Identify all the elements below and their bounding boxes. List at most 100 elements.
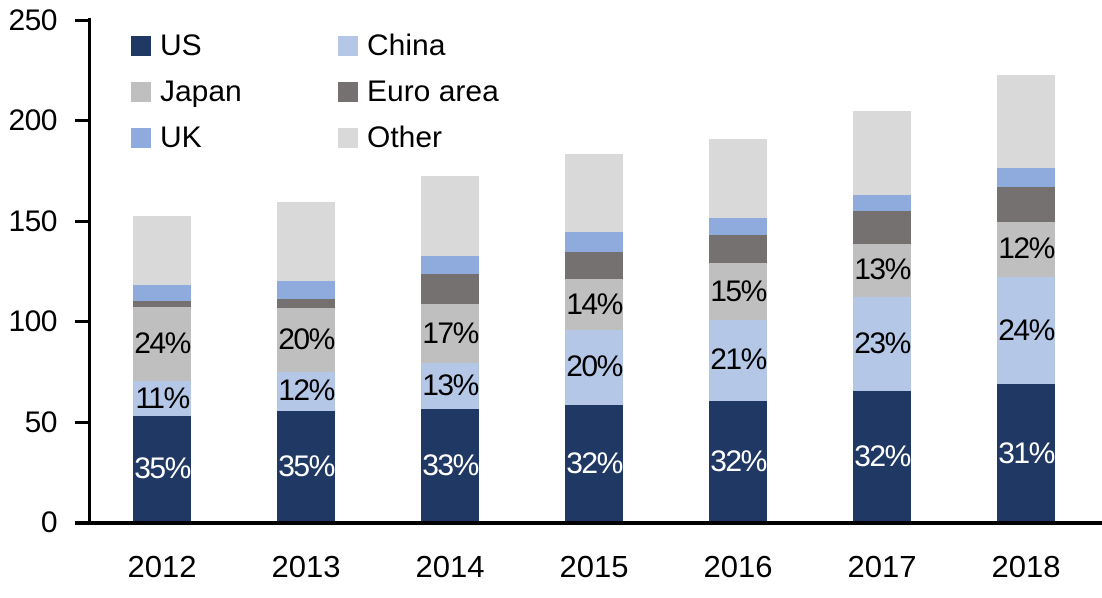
bar-segment-2012-other: [133, 215, 191, 286]
bar-segment-2013-uk: [277, 281, 335, 300]
y-axis-tick: [75, 219, 88, 223]
legend-swatch: [338, 82, 358, 102]
segment-percent-label: 35%: [278, 449, 335, 483]
bar-segment-2018-us: [997, 384, 1055, 523]
segment-percent-label: 14%: [566, 287, 623, 321]
x-axis-label: 2017: [847, 549, 917, 584]
bar-segment-2017-japan: [853, 243, 911, 298]
segment-percent-label: 35%: [134, 452, 191, 486]
x-axis-label: 2012: [127, 549, 197, 584]
y-axis-label: 0: [40, 506, 58, 539]
bar-segment-2012-us: [133, 415, 191, 523]
segment-percent-label: 24%: [998, 313, 1055, 347]
segment-percent-label: 24%: [134, 327, 191, 361]
legend-label: UK: [160, 121, 202, 154]
legend-item-china: China: [338, 31, 445, 61]
legend-item-japan: Japan: [131, 77, 242, 107]
bar-segment-2018-other: [997, 75, 1055, 168]
segment-percent-label: 23%: [854, 327, 911, 361]
bar-segment-2017-us: [853, 391, 911, 523]
bar-segment-2014-us: [421, 408, 479, 523]
bar-segment-2016-other: [709, 139, 767, 218]
bar-segment-2012-euro-area: [133, 301, 191, 308]
y-axis-label: 100: [8, 305, 57, 339]
legend-item-us: US: [131, 31, 202, 61]
legend-label: Euro area: [367, 75, 499, 108]
bar-segment-2012-uk: [133, 285, 191, 302]
legend-swatch: [338, 36, 358, 56]
bar-segment-2018-uk: [997, 167, 1055, 187]
bar-segment-2014-china: [421, 363, 479, 409]
y-axis-label: 250: [8, 4, 57, 37]
x-axis-label: 2016: [703, 549, 773, 584]
bar-segment-2014-uk: [421, 255, 479, 274]
bar-segment-2013-us: [277, 410, 335, 523]
legend-item-euro-area: Euro area: [338, 77, 499, 107]
segment-percent-label: 15%: [710, 274, 767, 308]
segment-percent-label: 32%: [854, 440, 911, 474]
y-axis-label: 150: [8, 204, 57, 238]
bar-segment-2012-china: [133, 381, 191, 416]
bar-segment-2013-euro-area: [277, 299, 335, 309]
bar-segment-2018-china: [997, 277, 1055, 385]
bar-segment-2015-uk: [565, 231, 623, 252]
bar-segment-2016-us: [709, 400, 767, 523]
y-axis-tick: [75, 19, 88, 22]
segment-percent-label: 11%: [135, 381, 190, 415]
bar-segment-2015-us: [565, 404, 623, 523]
bar-segment-2013-other: [277, 201, 335, 282]
segment-percent-label: 12%: [278, 374, 335, 408]
segment-percent-label: 13%: [854, 253, 911, 287]
segment-percent-label: 12%: [998, 232, 1055, 266]
segment-percent-label: 17%: [422, 316, 479, 350]
segment-percent-label: 20%: [566, 350, 623, 384]
bar-segment-2017-uk: [853, 194, 911, 211]
segment-percent-label: 31%: [998, 436, 1055, 470]
legend-swatch: [131, 82, 151, 102]
bar-segment-2017-other: [853, 111, 911, 195]
bar-segment-2017-euro-area: [853, 210, 911, 244]
bar-segment-2014-japan: [421, 304, 479, 364]
segment-percent-label: 33%: [422, 448, 479, 482]
legend-swatch: [338, 128, 358, 148]
legend-swatch: [131, 36, 151, 56]
bar-segment-2015-other: [565, 153, 623, 232]
segment-percent-label: 21%: [710, 343, 767, 377]
legend-item-other: Other: [338, 123, 442, 153]
legend-swatch: [131, 128, 151, 148]
bar-segment-2012-japan: [133, 307, 191, 382]
bar-segment-2016-uk: [709, 217, 767, 235]
y-axis-tick: [75, 119, 88, 123]
y-axis-tick: [75, 320, 88, 324]
bar-segment-2018-euro-area: [997, 186, 1055, 222]
bar-segment-2013-japan: [277, 308, 335, 373]
bar-segment-2015-china: [565, 330, 623, 405]
bar-segment-2016-euro-area: [709, 234, 767, 263]
segment-percent-label: 32%: [710, 444, 767, 478]
bar-segment-2014-euro-area: [421, 274, 479, 305]
bar-segment-2013-china: [277, 372, 335, 411]
y-axis-tick: [75, 420, 88, 424]
bar-segment-2015-euro-area: [565, 251, 623, 279]
legend-label: China: [367, 29, 446, 62]
x-axis-line: [75, 521, 1102, 525]
segment-percent-label: 13%: [422, 368, 479, 402]
segment-percent-label: 20%: [278, 323, 335, 357]
bar-segment-2016-japan: [709, 262, 767, 321]
x-axis-label: 2014: [415, 549, 485, 584]
legend-label: Other: [367, 121, 443, 154]
x-axis-label: 2013: [271, 549, 341, 584]
bar-segment-2015-japan: [565, 279, 623, 331]
x-axis-label: 2018: [991, 549, 1061, 584]
bar-segment-2014-other: [421, 175, 479, 256]
y-axis-label: 200: [8, 104, 57, 138]
bar-segment-2018-japan: [997, 221, 1055, 278]
legend-label: US: [160, 29, 202, 62]
x-axis-label: 2015: [559, 549, 629, 584]
y-axis-line: [88, 18, 91, 523]
segment-percent-label: 32%: [566, 446, 623, 480]
bar-segment-2016-china: [709, 320, 767, 401]
legend-item-uk: UK: [131, 123, 202, 153]
bar-segment-2017-china: [853, 297, 911, 392]
